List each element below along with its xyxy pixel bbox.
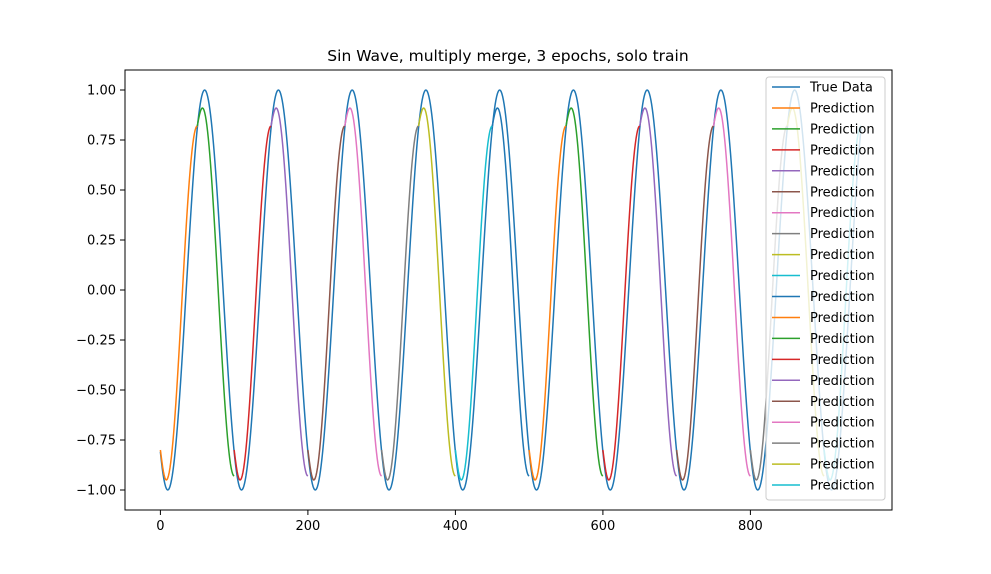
legend-entry-label: Prediction bbox=[810, 185, 875, 200]
legend-entry-label: True Data bbox=[809, 81, 873, 96]
x-tick-label: 800 bbox=[738, 519, 763, 534]
legend-entry-label: Prediction bbox=[810, 395, 875, 410]
y-tick-label: −0.25 bbox=[76, 334, 116, 349]
legend-entry-label: Prediction bbox=[810, 164, 875, 179]
y-axis: −1.00 −0.75 −0.50 −0.25 0.00 0.25 0.50 0.75 1.00 bbox=[76, 84, 125, 499]
x-tick-label: 200 bbox=[295, 519, 320, 534]
y-tick-label: −1.00 bbox=[76, 484, 116, 499]
prediction-line-8 bbox=[417, 107, 456, 477]
prediction-line-4 bbox=[270, 107, 309, 477]
legend-entry-label: Prediction bbox=[810, 332, 875, 347]
prediction-line-12 bbox=[565, 107, 604, 477]
x-tick-label: 400 bbox=[443, 519, 468, 534]
legend-entry-label: Prediction bbox=[810, 458, 875, 473]
prediction-line-9 bbox=[454, 125, 493, 481]
legend-entry-label: Prediction bbox=[810, 227, 875, 242]
true-data-line bbox=[159, 89, 862, 491]
prediction-line-5 bbox=[307, 125, 346, 481]
y-tick-label: 0.25 bbox=[87, 234, 116, 249]
prediction-line-3 bbox=[233, 125, 272, 481]
legend-entry-label: Prediction bbox=[810, 437, 875, 452]
prediction-line-7 bbox=[380, 125, 419, 481]
legend-entry-label: Prediction bbox=[810, 416, 875, 431]
x-tick-label: 600 bbox=[590, 519, 615, 534]
y-tick-label: −0.50 bbox=[76, 384, 116, 399]
prediction-line-2 bbox=[196, 107, 235, 477]
legend-entry-label: Prediction bbox=[810, 479, 875, 494]
prediction-line-1 bbox=[159, 125, 198, 481]
legend-entry-label: Prediction bbox=[810, 374, 875, 389]
y-tick-label: −0.75 bbox=[76, 434, 116, 449]
legend-box bbox=[765, 76, 886, 501]
prediction-line-11 bbox=[528, 125, 567, 481]
x-tick-label: 0 bbox=[156, 519, 164, 534]
legend-entry-label: Prediction bbox=[810, 290, 875, 305]
y-tick-label: 0.50 bbox=[87, 184, 116, 199]
legend-entry-label: Prediction bbox=[810, 206, 875, 221]
legend-entry-label: Prediction bbox=[810, 122, 875, 137]
y-tick-label: 0.00 bbox=[87, 284, 116, 299]
legend-entry-label: Prediction bbox=[810, 269, 875, 284]
legend-entry-label: Prediction bbox=[810, 311, 875, 326]
legend-entry-label: Prediction bbox=[810, 101, 875, 116]
legend: True Data Prediction Prediction Prediction P… bbox=[765, 76, 886, 501]
prediction-line-13 bbox=[602, 125, 641, 481]
prediction-line-6 bbox=[344, 107, 383, 477]
legend-entry-label: Prediction bbox=[810, 248, 875, 263]
plot-area: 0 200 400 600 800 −1.00 −0.75 −0.50 −0.25 0.00 0.… bbox=[76, 69, 893, 534]
chart-title: Sin Wave, multiply merge, 3 epochs, solo… bbox=[327, 47, 688, 65]
prediction-line-14 bbox=[639, 107, 678, 477]
legend-entry-label: Prediction bbox=[810, 143, 875, 158]
prediction-line-16 bbox=[712, 107, 751, 477]
legend-entry-label: Prediction bbox=[810, 353, 875, 368]
y-tick-label: 1.00 bbox=[87, 84, 116, 99]
prediction-line-15 bbox=[675, 125, 714, 481]
y-tick-label: 0.75 bbox=[87, 134, 116, 149]
x-axis: 0 200 400 600 800 bbox=[156, 510, 763, 534]
prediction-line-10 bbox=[491, 107, 530, 477]
